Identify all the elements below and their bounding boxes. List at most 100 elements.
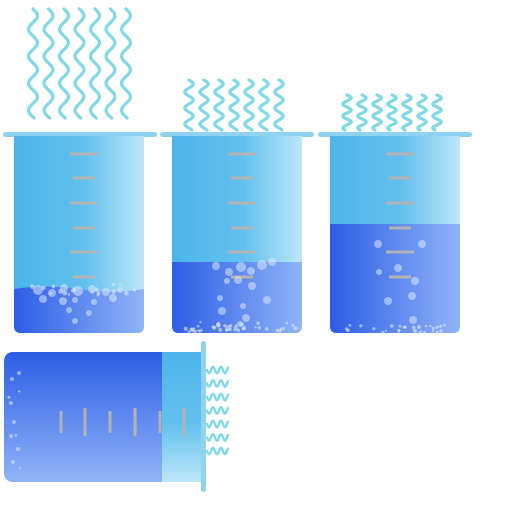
bubble xyxy=(96,291,101,295)
steam-icon xyxy=(26,7,133,120)
bubble xyxy=(189,327,194,332)
bubble xyxy=(41,285,46,291)
bubble xyxy=(233,328,236,332)
bubble xyxy=(39,295,47,303)
bubble xyxy=(49,292,53,296)
steam-strand xyxy=(401,93,413,132)
steam-strand xyxy=(88,7,102,120)
bubble xyxy=(216,322,219,326)
bubble xyxy=(228,324,233,328)
measurement-mark xyxy=(108,411,112,433)
bubble xyxy=(247,267,255,275)
bubble xyxy=(268,258,276,266)
bubble xyxy=(242,314,250,322)
bubbles-icon xyxy=(30,282,136,324)
bubble xyxy=(417,331,421,334)
steam-strand xyxy=(205,392,230,402)
steam-strand xyxy=(273,78,285,132)
bubble xyxy=(223,324,227,328)
bubble xyxy=(7,395,11,399)
steam-strand xyxy=(341,93,353,132)
bubble xyxy=(233,325,238,330)
steam-strand xyxy=(213,78,225,132)
bubble xyxy=(67,293,71,296)
bubble xyxy=(412,325,416,329)
bubble xyxy=(418,240,426,248)
bubble xyxy=(86,310,92,316)
bubble xyxy=(225,268,233,276)
bubble xyxy=(432,327,435,330)
bubble xyxy=(199,321,202,324)
beaker-rim xyxy=(3,132,157,137)
bubble xyxy=(62,290,68,296)
bubble xyxy=(9,434,13,438)
bubble xyxy=(211,325,216,330)
beaker-tipped-over xyxy=(4,341,230,492)
bubble xyxy=(200,328,203,332)
measurement-mark xyxy=(158,411,162,433)
measurement-mark xyxy=(386,152,414,156)
steam-strand xyxy=(183,78,195,132)
bubble xyxy=(12,420,16,424)
steam-strand xyxy=(57,7,71,120)
bubble xyxy=(389,324,394,328)
bubble xyxy=(197,329,200,332)
beaker-rim xyxy=(201,341,206,492)
bubble xyxy=(112,282,116,287)
beaker-rim xyxy=(160,132,314,137)
bubble xyxy=(443,323,446,327)
bubble xyxy=(91,299,97,305)
bubble xyxy=(242,326,247,331)
measurement-marks xyxy=(228,152,256,279)
bubble xyxy=(435,325,439,329)
bubble xyxy=(345,327,349,331)
bubble xyxy=(224,328,229,332)
steam-strand xyxy=(205,433,230,443)
measurement-mark xyxy=(73,226,95,230)
bubble xyxy=(439,329,443,333)
bubble xyxy=(264,327,269,331)
measurement-mark xyxy=(73,176,95,180)
measurement-mark xyxy=(59,411,63,433)
bubble xyxy=(281,326,286,331)
bubble xyxy=(11,460,15,464)
bubble xyxy=(72,297,78,303)
measurement-mark xyxy=(228,250,256,254)
bubble xyxy=(124,290,129,296)
bubble xyxy=(254,326,257,329)
bubble xyxy=(59,297,67,305)
measurement-mark xyxy=(182,408,186,436)
bubble xyxy=(14,434,18,437)
bubble xyxy=(66,307,72,313)
steam-strand xyxy=(356,93,368,132)
bubble xyxy=(117,287,123,293)
steam-strand xyxy=(26,7,40,120)
bubble xyxy=(30,284,35,290)
bubble xyxy=(285,321,289,325)
steam-strand xyxy=(258,78,270,132)
bubble xyxy=(422,330,427,335)
bubble xyxy=(398,324,402,328)
bubble xyxy=(275,328,280,333)
bubble xyxy=(18,467,21,470)
steam-strand xyxy=(73,7,86,120)
measurement-marks xyxy=(59,408,186,436)
measurement-mark xyxy=(389,176,411,180)
bubble xyxy=(236,328,241,333)
bubble xyxy=(384,297,392,305)
bubble xyxy=(257,260,267,270)
steam-strand xyxy=(205,406,230,416)
bubble xyxy=(119,283,122,286)
bubble xyxy=(256,321,260,326)
beaker-rim xyxy=(318,132,472,137)
bubble xyxy=(196,324,200,328)
bubble xyxy=(224,278,230,284)
measurement-marks xyxy=(386,152,414,279)
bubble xyxy=(429,325,432,328)
bubble xyxy=(234,276,242,284)
bubble xyxy=(293,326,298,331)
measurement-mark xyxy=(389,226,411,230)
bubble xyxy=(217,295,223,301)
measurement-marks xyxy=(70,152,98,279)
